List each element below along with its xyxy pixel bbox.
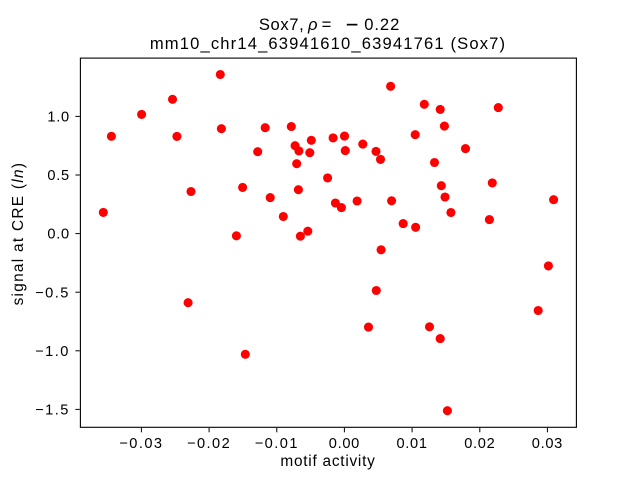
svg-text:−0.02: −0.02: [187, 436, 231, 452]
svg-text:0.22: 0.22: [364, 15, 400, 34]
svg-text:0.01: 0.01: [396, 436, 427, 452]
svg-text:−0.5: −0.5: [35, 285, 70, 301]
svg-text:−0.01: −0.01: [255, 436, 299, 452]
svg-text:0.00: 0.00: [329, 436, 360, 452]
svg-text:0.02: 0.02: [464, 436, 495, 452]
svg-text:ρ: ρ: [307, 15, 318, 34]
svg-text:mm10_chr14_63941610_63941761 (: mm10_chr14_63941610_63941761 (Sox7): [150, 34, 506, 53]
svg-text:−1.5: −1.5: [35, 403, 70, 419]
svg-text:−1.0: −1.0: [35, 344, 70, 360]
svg-text:motif activity: motif activity: [280, 453, 375, 470]
svg-text:1.0: 1.0: [47, 110, 69, 126]
svg-text:0.03: 0.03: [532, 436, 563, 452]
svg-text:=: =: [322, 15, 332, 34]
svg-text:signal at CRE (ln): signal at CRE (ln): [10, 162, 27, 306]
svg-text:−0.03: −0.03: [119, 436, 163, 452]
svg-text:Sox7,: Sox7,: [259, 15, 304, 34]
svg-text:0.0: 0.0: [47, 227, 69, 243]
svg-text:0.5: 0.5: [47, 168, 69, 184]
